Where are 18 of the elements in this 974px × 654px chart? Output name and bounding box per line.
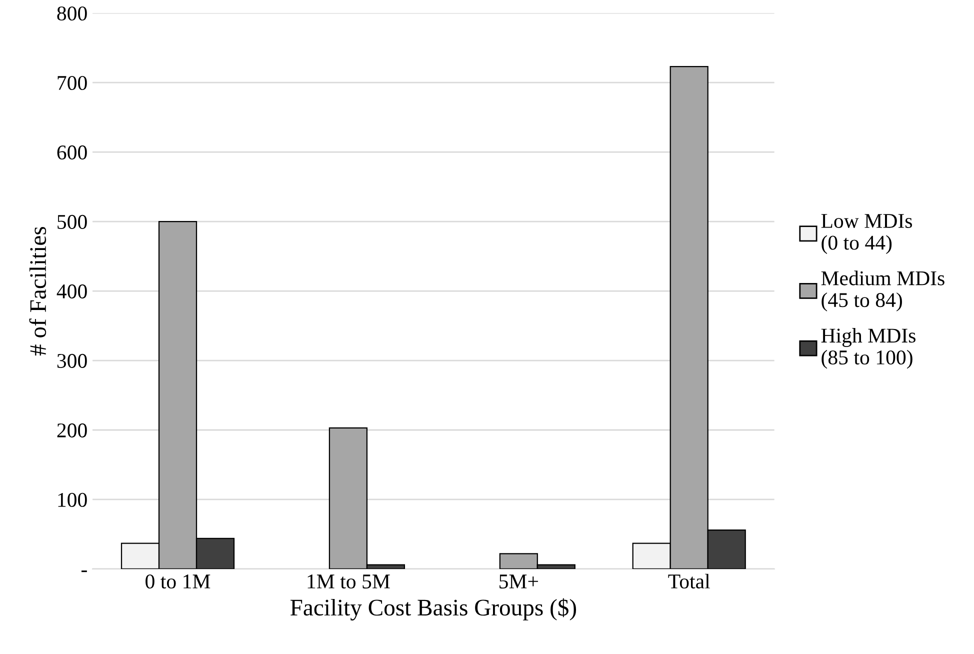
y-axis-title: # of Facilities bbox=[29, 226, 46, 356]
x-axis-title: Facility Cost Basis Groups ($) bbox=[290, 598, 576, 620]
y-tick-label: 200 bbox=[57, 423, 87, 438]
legend-label: High MDIs (85 to 100) bbox=[821, 328, 916, 369]
x-tick-label: 5M+ bbox=[500, 574, 538, 589]
y-tick-label: 600 bbox=[57, 145, 87, 160]
x-tick-label: 1M to 5M bbox=[308, 574, 390, 589]
y-tick-label: 500 bbox=[58, 214, 87, 229]
legend-label: Medium MDIs (45 to 84) bbox=[821, 270, 944, 312]
y-tick-label: 300 bbox=[57, 354, 87, 368]
y-tick-label: - bbox=[82, 570, 87, 572]
x-tick-label: 0 to 1M bbox=[146, 574, 210, 589]
y-tick-label: 100 bbox=[58, 492, 87, 507]
y-tick-label: 400 bbox=[56, 284, 87, 298]
x-tick-label: Total bbox=[668, 574, 710, 589]
legend-label: Low MDIs (0 to 44) bbox=[821, 214, 912, 254]
y-tick-label: 800 bbox=[57, 6, 87, 21]
y-tick-label: 700 bbox=[58, 76, 87, 90]
